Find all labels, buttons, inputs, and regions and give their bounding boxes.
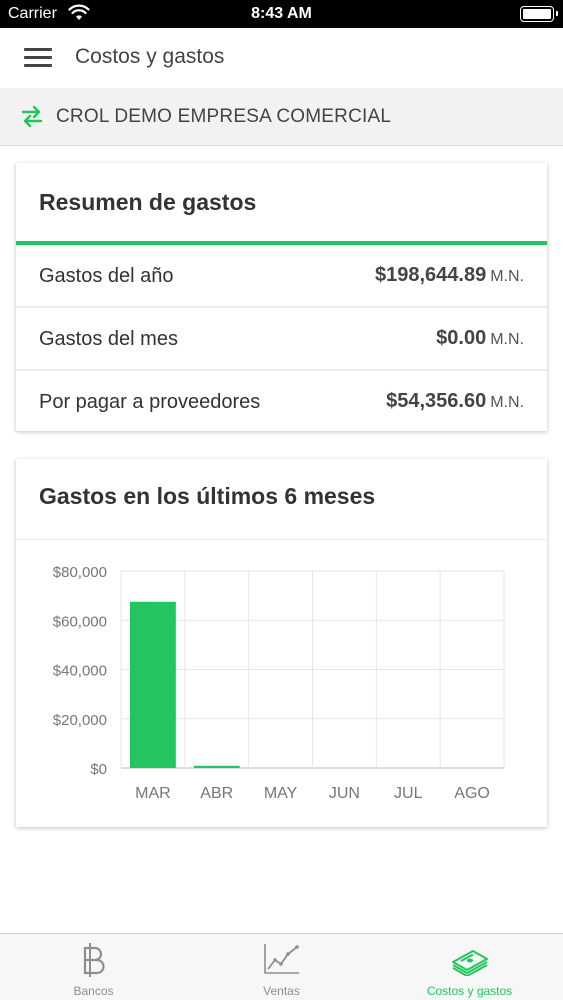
- row-label: Gastos del año: [39, 265, 174, 287]
- status-bar: Carrier 8:43 AM: [0, 0, 563, 28]
- y-tick-label: $0: [90, 761, 107, 778]
- battery-icon: [520, 6, 558, 22]
- row-amount: $198,644.89: [374, 264, 487, 286]
- y-tick-label: $60,000: [53, 613, 107, 630]
- chart-title: Gastos en los últimos 6 meses: [39, 483, 376, 509]
- x-tick-label: JUN: [329, 785, 360, 802]
- row-label: Por pagar a proveedores: [39, 391, 261, 413]
- tab-bancos[interactable]: Bancos: [0, 934, 187, 1000]
- accent-divider: [16, 241, 547, 245]
- row-value: $54,356.60 M.N.: [386, 390, 524, 413]
- expense-chart-card: Gastos en los últimos 6 meses $0 $20,000 $…: [16, 459, 547, 827]
- tab-label: Bancos: [73, 984, 114, 998]
- hamburger-menu-icon[interactable]: [24, 47, 52, 67]
- wifi-icon: [68, 4, 90, 20]
- page-title: Costos y gastos: [75, 45, 225, 68]
- app-header: Costos y gastos: [0, 28, 563, 88]
- x-tick-label: MAR: [135, 785, 171, 802]
- row-value: $0.00 M.N.: [436, 327, 524, 350]
- summary-row-year: Gastos del año $198,644.89 M.N.: [16, 245, 547, 307]
- tab-label: Ventas: [263, 984, 300, 998]
- y-tick-label: $80,000: [53, 564, 107, 581]
- swap-arrows-icon: [21, 105, 43, 128]
- tab-label: Costos y gastos: [426, 984, 513, 998]
- x-tick-label: ABR: [200, 785, 233, 802]
- summary-row-payables: Por pagar a proveedores $54,356.60 M.N.: [16, 371, 547, 433]
- row-divider: [16, 369, 547, 371]
- x-tick-label: JUL: [394, 785, 423, 802]
- row-value: $198,644.89 M.N.: [375, 264, 524, 287]
- row-label: Gastos del mes: [39, 328, 178, 350]
- row-currency: M.N.: [490, 331, 524, 348]
- bitcoin-icon: [0, 942, 187, 983]
- expense-summary-card: Resumen de gastos Gastos del año $198,64…: [16, 163, 547, 431]
- row-amount: $54,356.60: [386, 390, 487, 412]
- company-selector[interactable]: CROL DEMO EMPRESA COMERCIAL: [0, 88, 563, 146]
- row-currency: M.N.: [490, 394, 524, 411]
- money-stack-icon: [376, 942, 563, 981]
- x-tick-label: AGO: [454, 785, 490, 802]
- tab-costos-y-gastos[interactable]: Costos y gastos: [376, 934, 563, 1000]
- carrier-label: Carrier: [8, 5, 57, 22]
- tab-bar: Bancos Ventas Costos y ga: [0, 933, 563, 1000]
- tab-ventas[interactable]: Ventas: [188, 934, 375, 1000]
- y-tick-label: $40,000: [53, 663, 107, 680]
- company-name: CROL DEMO EMPRESA COMERCIAL: [56, 106, 392, 127]
- chart-divider: [16, 539, 547, 540]
- summary-row-month: Gastos del mes $0.00 M.N.: [16, 308, 547, 370]
- row-amount: $0.00: [436, 327, 487, 349]
- clock: 8:43 AM: [251, 5, 312, 22]
- row-currency: M.N.: [490, 268, 524, 285]
- bar-mar: [130, 601, 176, 768]
- expense-bar-chart: $0 $20,000 $40,000 $60,000 $80,000 MAR ABR MAY J…: [53, 564, 505, 802]
- x-tick-label: MAY: [264, 785, 298, 802]
- row-divider: [16, 306, 547, 308]
- line-chart-icon: [188, 942, 375, 981]
- summary-title: Resumen de gastos: [39, 189, 257, 215]
- bar-abr: [193, 765, 240, 768]
- y-tick-label: $20,000: [53, 712, 107, 729]
